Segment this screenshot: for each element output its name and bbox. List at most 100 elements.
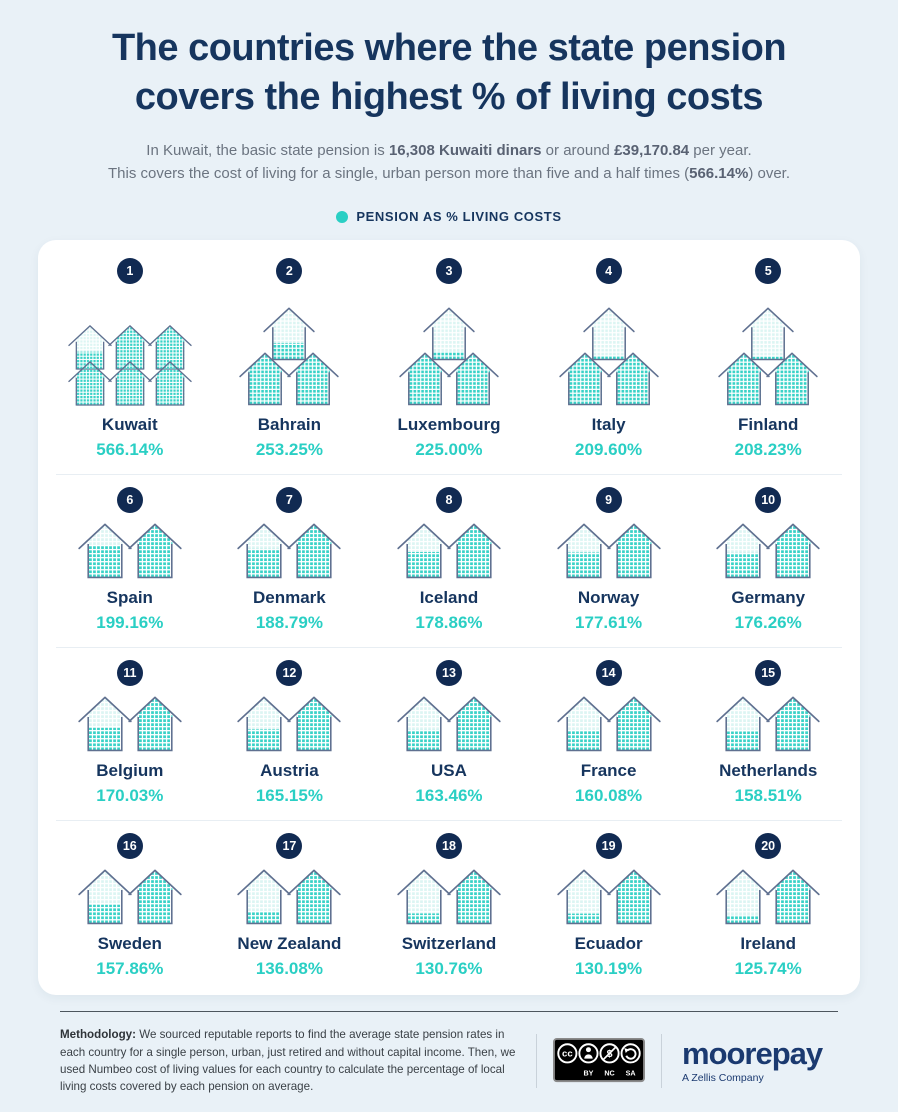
house-icon (397, 523, 451, 579)
house-icon (237, 696, 292, 752)
house-icon (78, 523, 132, 579)
country-cell: 5 Finland 208.23% (688, 258, 848, 460)
ranking-card: 1 Kuwait 566.14% 2 Bahrain 253.25% 3 Lux… (38, 240, 860, 996)
pension-house-chart (716, 518, 820, 580)
svg-text:BY: BY (583, 1069, 593, 1077)
house-icon (766, 696, 820, 752)
country-percentage: 170.03% (96, 786, 164, 806)
house-row (556, 695, 661, 753)
country-cell: 1 Kuwait 566.14% (50, 258, 210, 460)
house-icon (606, 869, 661, 925)
footer-vertical-divider (661, 1034, 662, 1089)
ranking-row: 11 Belgium 170.03% 12 Austria 165.15% 13… (38, 648, 860, 820)
subtitle: In Kuwait, the basic state pension is 16… (107, 141, 791, 183)
rank-badge: 5 (755, 258, 782, 285)
house-row (237, 695, 342, 753)
zellis-company-tagline: A Zellis Company (682, 1072, 764, 1085)
country-percentage: 157.86% (96, 959, 164, 979)
country-percentage: 176.26% (734, 613, 802, 633)
house-icon (447, 869, 501, 925)
country-percentage: 158.51% (734, 786, 802, 806)
house-icon (606, 352, 659, 406)
country-percentage: 209.60% (575, 440, 643, 460)
house-icon (397, 869, 451, 925)
rank-badge: 10 (755, 487, 782, 514)
house-icon (287, 696, 342, 752)
header: The countries where the state pension cov… (0, 24, 898, 224)
house-row (716, 695, 820, 753)
pension-house-chart (78, 518, 182, 580)
rank-badge: 9 (595, 487, 622, 514)
house-icon (68, 325, 112, 370)
house-row (582, 306, 635, 362)
house-row (78, 695, 182, 753)
house-row (237, 868, 342, 926)
house-icon (78, 869, 132, 925)
pension-house-chart (239, 289, 340, 407)
country-cell: 20 Ireland 125.74% (688, 833, 848, 979)
rank-badge: 19 (595, 833, 622, 860)
rank-badge: 11 (116, 660, 143, 687)
house-icon (237, 869, 292, 925)
country-percentage: 178.86% (415, 613, 483, 633)
house-icon (263, 307, 316, 361)
house-icon (399, 352, 451, 406)
house-icon (582, 307, 635, 361)
house-icon (397, 696, 451, 752)
pension-house-chart (556, 864, 661, 926)
house-icon (558, 352, 611, 406)
title-line-2: covers the highest % of living costs (134, 76, 764, 119)
house-icon (148, 361, 192, 406)
pension-house-chart (237, 691, 342, 753)
house-row (742, 306, 794, 362)
ranking-row: 16 Sweden 157.86% 17 New Zealand 136.08%… (38, 821, 860, 993)
pension-house-chart (237, 518, 342, 580)
country-cell: 10 Germany 176.26% (688, 487, 848, 633)
pension-house-chart (399, 289, 499, 407)
house-icon (287, 523, 342, 579)
svg-text:SA: SA (626, 1069, 636, 1077)
footer-content: Methodology: We sourced reputable report… (60, 1012, 838, 1096)
rank-badge: 6 (116, 487, 143, 514)
country-cell: 17 New Zealand 136.08% (210, 833, 370, 979)
country-name: Finland (737, 415, 799, 435)
country-name: France (580, 761, 637, 781)
country-cell: 12 Austria 165.15% (210, 660, 370, 806)
house-row (239, 351, 340, 407)
pension-house-chart (718, 289, 818, 407)
country-name: Netherlands (719, 761, 818, 781)
country-percentage: 177.61% (575, 613, 643, 633)
ranking-row: 1 Kuwait 566.14% 2 Bahrain 253.25% 3 Lux… (38, 246, 860, 474)
country-percentage: 188.79% (255, 613, 323, 633)
country-percentage: 253.25% (255, 440, 323, 460)
country-cell: 4 Italy 209.60% (529, 258, 689, 460)
house-row (399, 351, 499, 407)
country-percentage: 199.16% (96, 613, 164, 633)
svg-text:NC: NC (604, 1069, 614, 1077)
pension-house-chart (68, 289, 192, 407)
house-row (263, 306, 316, 362)
page-title: The countries where the state pension cov… (0, 24, 898, 123)
house-row (716, 868, 820, 926)
country-percentage: 225.00% (415, 440, 483, 460)
country-cell: 2 Bahrain 253.25% (210, 258, 370, 460)
house-row (78, 868, 182, 926)
house-icon (742, 307, 794, 361)
country-cell: 18 Switzerland 130.76% (369, 833, 529, 979)
rank-badge: 1 (116, 258, 143, 285)
rank-badge: 17 (276, 833, 303, 860)
country-name: Sweden (97, 934, 162, 954)
house-icon (447, 352, 499, 406)
country-name: New Zealand (237, 934, 342, 954)
country-name: Germany (731, 588, 806, 608)
country-name: Denmark (253, 588, 326, 608)
house-row (237, 522, 342, 580)
pension-house-chart (556, 691, 661, 753)
house-icon (237, 523, 292, 579)
house-icon (606, 696, 661, 752)
rank-badge: 12 (276, 660, 303, 687)
rank-badge: 14 (595, 660, 622, 687)
rank-badge: 18 (435, 833, 462, 860)
pension-house-chart (78, 864, 182, 926)
pension-house-chart (397, 864, 501, 926)
